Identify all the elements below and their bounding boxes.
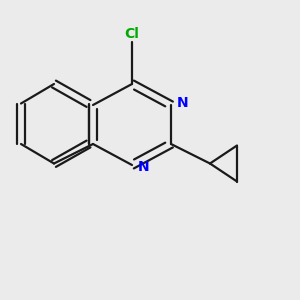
Text: Cl: Cl xyxy=(124,27,140,40)
Text: N: N xyxy=(138,160,149,174)
Text: N: N xyxy=(177,96,188,110)
